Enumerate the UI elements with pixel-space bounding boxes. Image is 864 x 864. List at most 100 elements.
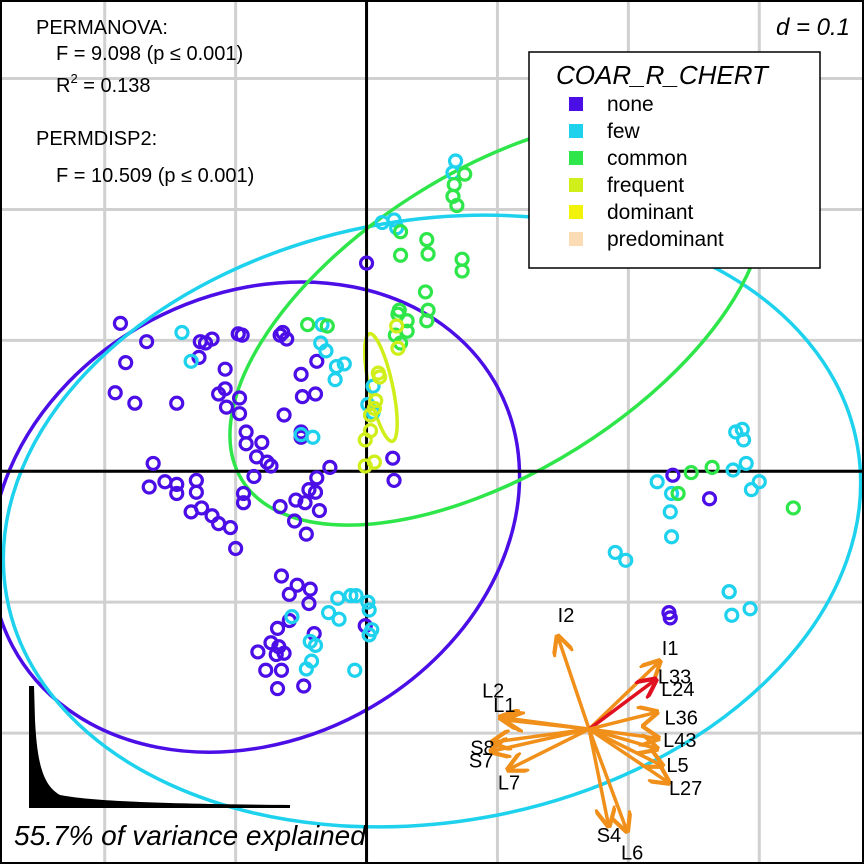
point-none — [275, 324, 291, 341]
point-few — [298, 661, 314, 677]
legend-swatch-frequent — [569, 178, 583, 192]
vector-i1 — [587, 661, 660, 731]
legend-label-none: none — [607, 93, 654, 116]
point-none — [263, 635, 279, 651]
confidence-ellipses — [0, 114, 863, 829]
point-frequent — [390, 340, 406, 356]
vector-label-l6: L6 — [621, 842, 643, 864]
point-few — [327, 372, 343, 388]
vector-l27 — [588, 727, 669, 783]
vector-label-l33: L33 — [658, 666, 691, 688]
point-common — [704, 459, 720, 475]
scale-label: d = 0.1 — [776, 14, 850, 41]
vector-label-s4: S4 — [597, 825, 621, 847]
point-few — [361, 602, 377, 618]
point-common — [446, 176, 462, 193]
vector-i2 — [558, 636, 591, 730]
vector-l24 — [588, 712, 657, 731]
point-frequent — [368, 392, 384, 409]
point-common — [319, 318, 335, 334]
point-few — [331, 611, 347, 627]
point-common — [392, 247, 409, 263]
point-none — [127, 395, 143, 411]
point-few — [348, 588, 364, 604]
point-few — [447, 153, 464, 169]
legend-swatch-dominant — [569, 205, 583, 219]
permdisp-title: PERMDISP2: — [36, 128, 157, 150]
point-none — [235, 485, 252, 502]
ellipse-few — [1, 213, 863, 829]
vector-l6 — [587, 728, 627, 831]
point-none — [204, 331, 220, 347]
point-none — [258, 662, 274, 678]
point-common — [670, 485, 686, 502]
point-few — [386, 212, 402, 228]
point-few — [618, 552, 634, 568]
point-frequent — [372, 369, 388, 385]
legend-label-common: common — [607, 147, 688, 170]
point-none — [250, 644, 266, 660]
permanova-r2: R2 = 0.138 — [56, 71, 151, 97]
point-none — [188, 484, 204, 500]
point-none — [259, 454, 275, 470]
point-none — [268, 646, 284, 663]
point-none — [294, 389, 310, 405]
legend-swatch-few — [569, 124, 583, 138]
point-none — [218, 399, 235, 415]
point-few — [738, 455, 754, 472]
point-none — [701, 491, 718, 507]
point-none — [293, 366, 309, 382]
point-common — [420, 246, 436, 262]
point-none — [307, 386, 324, 402]
point-none — [231, 390, 248, 406]
vector-label-l5: L5 — [666, 755, 688, 777]
point-few — [721, 584, 737, 600]
point-few — [174, 324, 190, 341]
point-few — [360, 594, 376, 610]
point-none — [311, 502, 328, 519]
ellipse-none — [0, 280, 522, 754]
point-none — [322, 459, 338, 475]
point-none — [286, 513, 303, 529]
point-few — [336, 356, 352, 372]
legend-entries: none few common frequent dominant predominant — [569, 93, 724, 251]
variance-explained-label: 55.7% of variance explained — [14, 820, 367, 851]
point-none — [358, 255, 375, 271]
point-few — [728, 424, 744, 440]
point-few — [318, 343, 334, 359]
vector-l7 — [508, 727, 590, 770]
vector-label-l24: L24 — [661, 679, 694, 701]
vector-label-l36: L36 — [664, 707, 697, 729]
point-none — [235, 495, 252, 511]
point-none — [281, 586, 297, 602]
point-few — [305, 429, 321, 445]
point-none — [169, 485, 185, 502]
point-none — [665, 467, 681, 483]
legend-title: COAR_R_CHERT — [556, 60, 770, 90]
point-few — [662, 504, 678, 520]
point-none — [276, 645, 292, 661]
legend-label-frequent: frequent — [607, 174, 684, 197]
point-none — [307, 484, 324, 500]
point-none — [118, 355, 134, 371]
point-few — [743, 482, 760, 498]
vector-label-l27: L27 — [669, 778, 702, 800]
point-none — [269, 680, 286, 697]
legend: COAR_R_CHERT none few common frequent domina… — [528, 51, 821, 269]
point-none — [302, 581, 318, 597]
point-frequent — [362, 423, 379, 439]
point-none — [273, 662, 290, 678]
vector-label-l2: L2 — [482, 680, 504, 702]
point-few — [330, 590, 346, 606]
vector-l1 — [505, 720, 590, 729]
point-common — [392, 224, 409, 240]
point-few — [347, 662, 363, 678]
point-none — [297, 495, 313, 511]
vector-label-i1: I1 — [662, 638, 679, 660]
point-few — [284, 608, 300, 625]
point-few — [735, 432, 752, 448]
point-none — [157, 474, 173, 490]
